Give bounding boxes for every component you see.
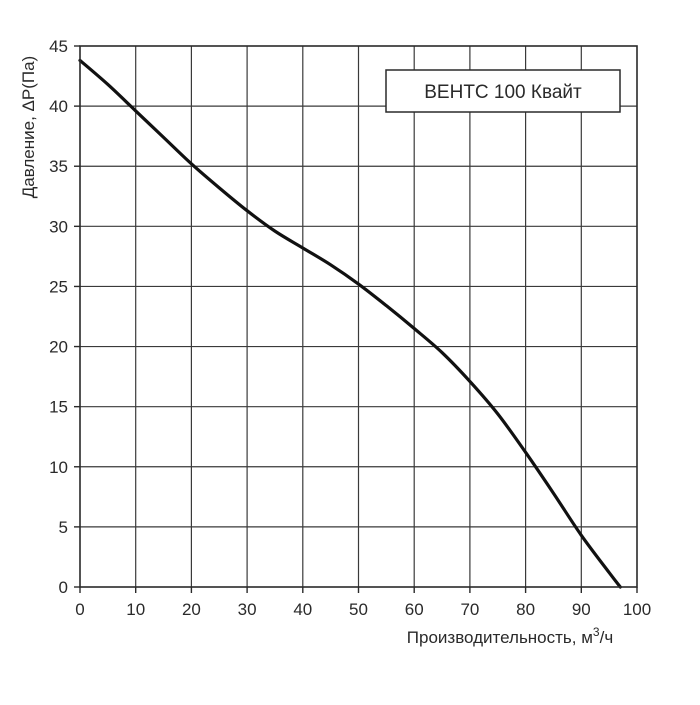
y-tick-label-35: 35 [49, 157, 68, 176]
x-tick-label-40: 40 [293, 600, 312, 619]
y-tick-label-30: 30 [49, 217, 68, 236]
y-tick-label-0: 0 [59, 578, 68, 597]
x-tick-label-20: 20 [182, 600, 201, 619]
x-axis-label: Производительность, м3/ч [407, 625, 613, 647]
series-line-0 [78, 58, 622, 589]
y-axis-label: Давление, ΔP(Па) [19, 56, 38, 198]
plot-frame [74, 45, 638, 593]
y-tick-label-25: 25 [49, 277, 68, 296]
tick-labels: 0 10 20 30 40 50 60 70 80 90 100 0 5 10 15 20 25 30 35 40 45 [49, 37, 651, 619]
x-tick-label-0: 0 [75, 600, 84, 619]
grid [80, 46, 637, 587]
legend: ВЕНТС 100 Квайт [385, 69, 621, 113]
x-tick-label-80: 80 [516, 600, 535, 619]
x-axis-label-main: Производительность, м [407, 628, 593, 647]
x-tick-label-70: 70 [460, 600, 479, 619]
y-tick-label-20: 20 [49, 338, 68, 357]
legend-box [385, 69, 621, 113]
x-tick-label-100: 100 [623, 600, 651, 619]
y-tick-label-15: 15 [49, 398, 68, 417]
y-tick-label-10: 10 [49, 458, 68, 477]
axis-labels: Производительность, м3/ч Давление, ΔP(Па… [19, 56, 613, 647]
y-tick-label-45: 45 [49, 37, 68, 56]
x-tick-label-30: 30 [238, 600, 257, 619]
legend-entry-0: ВЕНТС 100 Квайт [424, 82, 582, 103]
x-tick-label-90: 90 [572, 600, 591, 619]
curves [78, 58, 622, 589]
x-axis-label-suffix: /ч [600, 628, 614, 647]
x-axis-label-sup: 3 [593, 625, 600, 639]
y-tick-label-5: 5 [59, 518, 68, 537]
y-tick-label-40: 40 [49, 97, 68, 116]
x-tick-label-10: 10 [126, 600, 145, 619]
x-tick-label-60: 60 [405, 600, 424, 619]
x-tick-label-50: 50 [349, 600, 368, 619]
